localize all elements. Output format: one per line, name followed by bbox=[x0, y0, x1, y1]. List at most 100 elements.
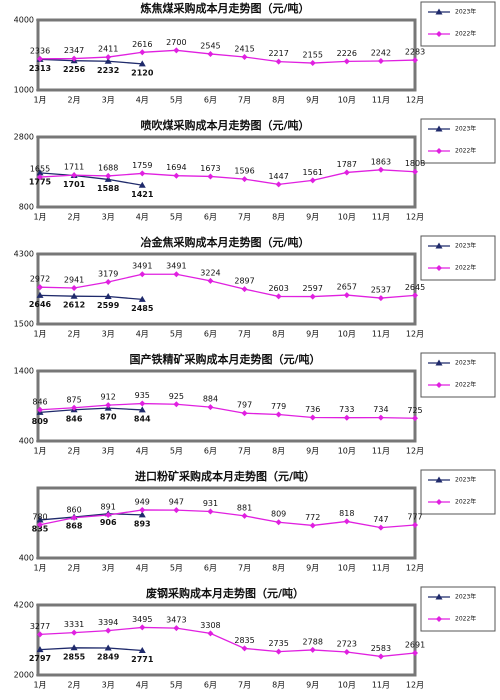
marker-diamond bbox=[377, 524, 384, 531]
marker-diamond bbox=[436, 148, 442, 154]
x-tick-label: 12月 bbox=[406, 330, 424, 339]
x-tick-label: 11月 bbox=[372, 96, 390, 105]
value-label: 3179 bbox=[98, 270, 118, 279]
x-tick-label: 12月 bbox=[406, 681, 424, 690]
legend-label: 2022年 bbox=[455, 381, 476, 389]
marker-triangle bbox=[36, 516, 44, 523]
marker-diamond bbox=[105, 512, 112, 519]
x-tick-label: 8月 bbox=[272, 96, 285, 105]
value-label: 3308 bbox=[200, 621, 220, 630]
line-chart: 国产铁精矿采购成本月走势图（元/吨） 400 1400 1月 2月 3月 4月 5月 6月 7月 8… bbox=[14, 352, 496, 456]
x-tick-label: 2月 bbox=[68, 330, 81, 339]
value-label: 777 bbox=[407, 513, 422, 522]
plot-frame bbox=[36, 603, 417, 677]
marker-triangle bbox=[138, 646, 146, 653]
x-tick-label: 3月 bbox=[102, 213, 115, 222]
x-tick-label: 3月 bbox=[102, 564, 115, 573]
series-line bbox=[39, 273, 416, 299]
value-label: 1561 bbox=[303, 168, 323, 177]
x-tick-label: 2月 bbox=[68, 96, 81, 105]
marker-diamond bbox=[343, 292, 350, 299]
value-label: 1447 bbox=[268, 172, 288, 181]
marker-diamond bbox=[275, 58, 282, 65]
x-tick-label: 10月 bbox=[338, 681, 356, 690]
marker-diamond bbox=[71, 514, 78, 521]
value-label: 2256 bbox=[63, 65, 86, 74]
x-tick-label: 8月 bbox=[272, 330, 285, 339]
marker-diamond bbox=[71, 284, 78, 291]
legend-box bbox=[420, 118, 496, 164]
marker-triangle bbox=[435, 8, 443, 15]
y-tick-label: 1500 bbox=[14, 320, 34, 329]
marker-diamond bbox=[241, 410, 248, 417]
x-tick-label: 4月 bbox=[136, 564, 149, 573]
value-label: 893 bbox=[134, 519, 151, 528]
x-tick-label: 4月 bbox=[136, 96, 149, 105]
x-tick-label: 5月 bbox=[170, 213, 183, 222]
marker-diamond bbox=[105, 172, 112, 179]
plot-frame bbox=[36, 18, 417, 92]
x-tick-label: 1月 bbox=[33, 447, 46, 456]
marker-triangle bbox=[104, 293, 112, 300]
legend-label: 2023年 bbox=[455, 8, 476, 16]
x-tick-label: 9月 bbox=[306, 96, 319, 105]
marker-diamond bbox=[377, 295, 384, 302]
y-tick-label: 400 bbox=[19, 437, 34, 446]
x-tick-label: 7月 bbox=[238, 447, 251, 456]
value-label: 2691 bbox=[405, 641, 425, 650]
y-tick-label: 400 bbox=[19, 554, 34, 563]
line-chart: 废钢采购成本月走势图（元/吨） 2000 4200 1月 2月 3月 4月 5月 6月 7月 8月 9… bbox=[14, 586, 496, 690]
marker-diamond bbox=[275, 519, 282, 526]
value-label: 2612 bbox=[63, 301, 85, 310]
marker-triangle bbox=[435, 593, 443, 600]
value-label: 3491 bbox=[132, 262, 152, 271]
value-label: 3331 bbox=[64, 620, 84, 629]
marker-diamond bbox=[173, 401, 180, 408]
x-tick-label: 12月 bbox=[406, 213, 424, 222]
y-tick-label: 2000 bbox=[14, 671, 34, 680]
value-label: 736 bbox=[305, 405, 320, 414]
value-label: 935 bbox=[135, 391, 150, 400]
chart-title: 废钢采购成本月走势图（元/吨） bbox=[146, 586, 304, 600]
x-tick-label: 3月 bbox=[102, 681, 115, 690]
series-line bbox=[39, 626, 416, 658]
marker-triangle bbox=[435, 359, 443, 366]
x-tick-label: 10月 bbox=[338, 213, 356, 222]
value-label: 868 bbox=[66, 522, 83, 531]
value-label: 2645 bbox=[405, 283, 425, 292]
value-label: 3473 bbox=[166, 616, 186, 625]
value-label: 809 bbox=[271, 510, 286, 519]
plot-frame bbox=[36, 369, 417, 443]
value-label: 809 bbox=[32, 417, 49, 426]
x-tick-label: 6月 bbox=[204, 447, 217, 456]
marker-triangle bbox=[138, 295, 146, 302]
marker-diamond bbox=[207, 630, 214, 637]
value-label: 2603 bbox=[268, 284, 288, 293]
marker-diamond bbox=[309, 293, 316, 300]
x-tick-label: 7月 bbox=[238, 564, 251, 573]
x-tick-label: 8月 bbox=[272, 564, 285, 573]
legend-box bbox=[420, 469, 496, 515]
legend-label: 2022年 bbox=[455, 30, 476, 38]
marker-diamond bbox=[343, 169, 350, 176]
value-label: 875 bbox=[66, 395, 81, 404]
x-tick-label: 1月 bbox=[33, 681, 46, 690]
x-tick-label: 5月 bbox=[170, 96, 183, 105]
marker-diamond bbox=[412, 650, 418, 657]
marker-diamond bbox=[309, 646, 316, 653]
y-tick-label: 1400 bbox=[14, 367, 34, 376]
marker-diamond bbox=[207, 50, 214, 57]
chart-title: 国产铁精矿采购成本月走势图（元/吨） bbox=[129, 352, 320, 366]
legend-label: 2022年 bbox=[455, 147, 476, 155]
x-tick-label: 4月 bbox=[136, 681, 149, 690]
marker-diamond bbox=[173, 47, 180, 54]
value-label: 3495 bbox=[132, 615, 152, 624]
series-line bbox=[39, 509, 416, 529]
value-label: 1787 bbox=[337, 160, 357, 169]
x-tick-label: 3月 bbox=[102, 447, 115, 456]
value-label: 2897 bbox=[234, 277, 254, 286]
x-tick-label: 9月 bbox=[306, 213, 319, 222]
value-label: 844 bbox=[134, 414, 151, 423]
value-label: 2232 bbox=[97, 66, 119, 75]
